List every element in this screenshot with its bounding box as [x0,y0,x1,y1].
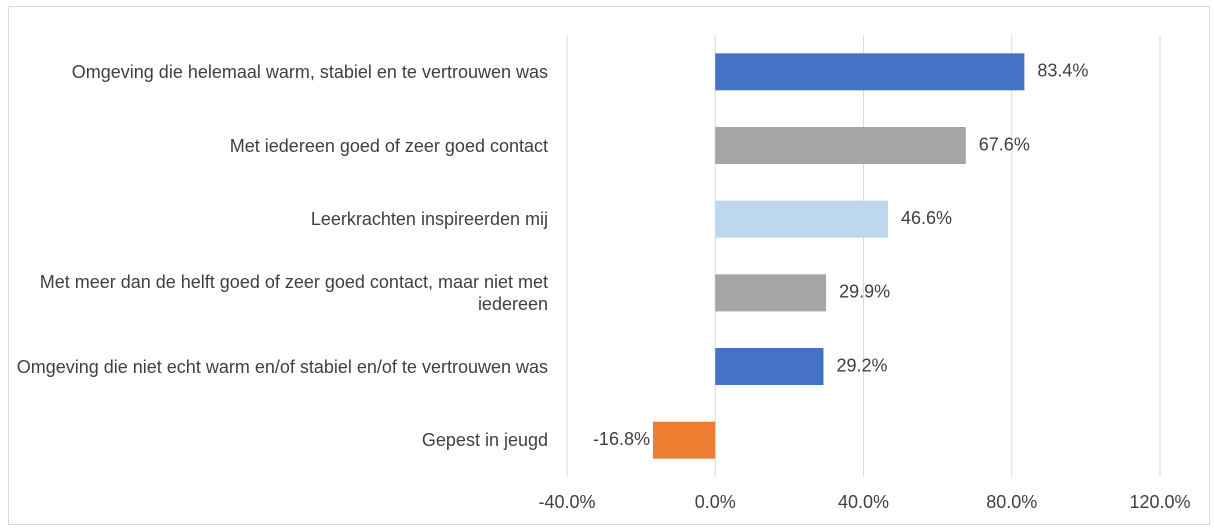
x-tick-label: 40.0% [838,492,889,512]
y-tick-label: Omgeving die helemaal warm, stabiel en t… [71,61,548,82]
y-tick-label: Omgeving die niet echt warm en/of stabie… [16,356,548,377]
bar [715,274,827,312]
x-tick-label: -40.0% [538,492,595,512]
bar [715,53,1025,91]
data-label: 29.2% [836,355,887,375]
bar [715,200,888,238]
y-tick-label: Gepest in jeugd [421,430,548,451]
x-tick-label: 120.0% [1129,492,1190,512]
y-tick-label: Met meer dan de helft goed of zeer goed … [39,271,548,314]
y-tick-label: Met iedereen goed of zeer goed contact [229,135,548,156]
x-tick-label: 80.0% [986,492,1037,512]
data-label: -16.8% [593,429,650,449]
y-tick-label: Leerkrachten inspireerden mij [310,209,548,230]
bar [715,127,966,164]
x-tick-label: 0.0% [695,492,736,512]
chart-border [8,6,1210,525]
data-label: 83.4% [1037,61,1088,81]
bar [715,348,824,385]
data-label: 46.6% [901,208,952,228]
data-label: 29.9% [839,282,890,302]
data-label: 67.6% [979,134,1030,154]
bar [652,421,716,459]
